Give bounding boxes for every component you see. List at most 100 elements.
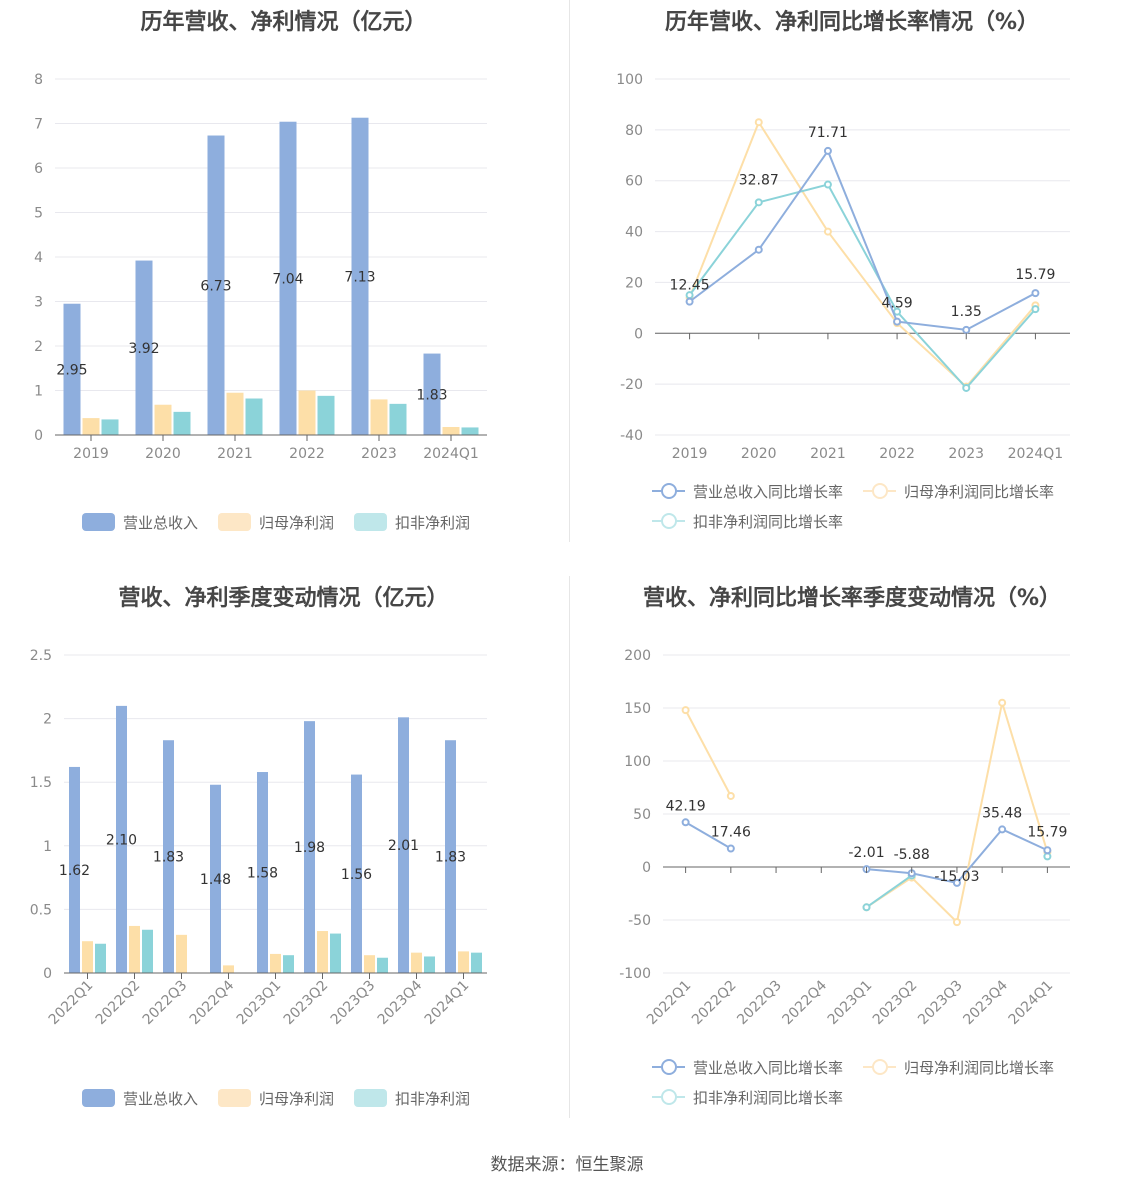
chart-legend: 营业总收入 归母净利润 扣非净利润 bbox=[82, 1083, 490, 1113]
y-tick-label: 150 bbox=[624, 701, 651, 717]
annual-growth-panel: 历年营收、净利同比增长率情况（%） -40 -20 0 20 40 60 80 100 12.4… bbox=[570, 0, 1134, 560]
y-tick-label: 2 bbox=[34, 339, 43, 355]
y-tick-label: 20 bbox=[625, 275, 643, 291]
bar bbox=[82, 941, 93, 973]
data-label: 1.56 bbox=[341, 867, 372, 883]
y-tick-label: 2 bbox=[43, 712, 52, 728]
series-point bbox=[1031, 305, 1040, 314]
legend-item-net-profit[interactable]: 归母净利润 bbox=[218, 507, 334, 537]
y-tick-label: 60 bbox=[625, 174, 643, 190]
bar bbox=[330, 933, 341, 973]
data-label: 2.01 bbox=[388, 838, 419, 854]
bar bbox=[95, 943, 106, 973]
legend-label: 扣非净利润 bbox=[395, 1089, 471, 1108]
y-tick-label: -20 bbox=[620, 377, 643, 393]
bar bbox=[389, 403, 407, 435]
x-tick-label: 2022Q2 bbox=[689, 978, 740, 1029]
y-tick-label: 80 bbox=[625, 123, 643, 139]
legend-item-revenue-growth[interactable]: 营业总收入同比增长率 bbox=[652, 1052, 843, 1082]
x-tick-label: 2022 bbox=[289, 446, 325, 462]
legend-swatch bbox=[218, 1089, 252, 1107]
legend-item-deducted-profit[interactable]: 扣非净利润 bbox=[354, 1083, 470, 1113]
legend-swatch bbox=[82, 1089, 115, 1107]
legend-item-revenue[interactable]: 营业总收入 bbox=[82, 1083, 198, 1113]
vertical-divider-bottom bbox=[569, 576, 570, 1118]
series-point bbox=[998, 825, 1007, 834]
x-tick-label: 2023Q4 bbox=[960, 977, 1011, 1028]
y-tick-label: 50 bbox=[633, 807, 651, 823]
series-point bbox=[1043, 846, 1052, 855]
legend-swatch bbox=[652, 512, 685, 530]
legend-item-revenue-growth[interactable]: 营业总收入同比增长率 bbox=[652, 476, 843, 506]
bar bbox=[69, 766, 80, 973]
y-tick-label: 200 bbox=[624, 648, 651, 664]
data-label: 12.45 bbox=[670, 278, 710, 294]
y-tick-label: 6 bbox=[34, 161, 43, 177]
x-tick-label: 2021 bbox=[810, 446, 846, 462]
y-tick-label: -40 bbox=[620, 428, 643, 444]
legend-item-revenue[interactable]: 营业总收入 bbox=[82, 507, 198, 537]
data-label: 7.13 bbox=[344, 269, 375, 285]
chart-legend: 营业总收入 归母净利润 扣非净利润 bbox=[82, 507, 490, 537]
legend-label: 扣非净利润 bbox=[395, 513, 471, 532]
series-point bbox=[952, 918, 961, 927]
legend-item-net-profit[interactable]: 归母净利润 bbox=[218, 1083, 334, 1113]
series-line bbox=[688, 148, 1036, 331]
quarterly-amount-chart: 0 0.5 1 1.5 2 2.5 1.62 2.10 1.83 1.48 1.58 1.98 1.56… bbox=[30, 648, 487, 1029]
legend-label: 营业总收入 bbox=[123, 1089, 199, 1108]
x-tick-label: 2019 bbox=[73, 446, 109, 462]
bar bbox=[461, 427, 479, 435]
legend-item-net-profit-growth[interactable]: 归母净利润同比增长率 bbox=[863, 476, 1054, 506]
chart-legend: 营业总收入同比增长率 归母净利润同比增长率 扣非净利润同比增长率 bbox=[652, 476, 1122, 536]
legend-label: 扣非净利润同比增长率 bbox=[693, 1088, 844, 1107]
legend-label: 归母净利润同比增长率 bbox=[904, 1058, 1055, 1077]
x-tick-label: 2024Q1 bbox=[1006, 978, 1057, 1029]
data-label: 4.59 bbox=[881, 296, 912, 312]
chart-legend: 营业总收入同比增长率 归母净利润同比增长率 扣非净利润同比增长率 bbox=[652, 1052, 1122, 1112]
chart-title: 营收、净利季度变动情况（亿元） bbox=[118, 586, 449, 611]
quarterly-amount-panel: 营收、净利季度变动情况（亿元） 0 0.5 1 1.5 2 2.5 1.62 2.10 1.83… bbox=[0, 576, 567, 1136]
legend-swatch bbox=[218, 513, 252, 531]
y-tick-label: 0.5 bbox=[30, 902, 52, 918]
data-label: 35.48 bbox=[982, 805, 1022, 821]
series-line bbox=[688, 120, 1037, 389]
data-label: 2.10 bbox=[106, 832, 137, 848]
x-tick-label: 2023Q2 bbox=[281, 978, 332, 1029]
data-label: 3.92 bbox=[128, 341, 159, 357]
series-point bbox=[726, 791, 735, 800]
legend-item-net-profit-growth[interactable]: 归母净利润同比增长率 bbox=[863, 1052, 1054, 1082]
bar bbox=[154, 404, 172, 435]
legend-item-deducted-profit-growth[interactable]: 扣非净利润同比增长率 bbox=[652, 506, 843, 536]
x-tick-label: 2024Q1 bbox=[1008, 446, 1064, 462]
bar bbox=[458, 951, 469, 973]
series-point bbox=[823, 227, 832, 236]
data-label: 1.48 bbox=[200, 872, 231, 888]
data-label: 2.95 bbox=[56, 362, 87, 378]
bar bbox=[445, 740, 456, 973]
x-tick-label: 2019 bbox=[672, 446, 708, 462]
annual-growth-chart: -40 -20 0 20 40 60 80 100 12.45 32.87 71.71 4.59 1.3… bbox=[616, 72, 1070, 462]
x-tick-label: 2021 bbox=[217, 446, 253, 462]
x-tick-label: 2020 bbox=[145, 446, 181, 462]
x-tick-label: 2022Q3 bbox=[140, 978, 191, 1029]
bar bbox=[176, 934, 187, 973]
series-point bbox=[998, 698, 1007, 707]
bar bbox=[173, 411, 191, 435]
bar bbox=[142, 929, 153, 973]
y-tick-label: 1 bbox=[34, 384, 43, 400]
y-tick-label: 7 bbox=[34, 117, 43, 133]
y-tick-label: 2.5 bbox=[30, 648, 52, 664]
legend-item-deducted-profit[interactable]: 扣非净利润 bbox=[354, 507, 470, 537]
legend-item-deducted-profit-growth[interactable]: 扣非净利润同比增长率 bbox=[652, 1082, 843, 1112]
x-tick-label: 2022Q4 bbox=[187, 977, 238, 1028]
chart-title: 历年营收、净利情况（亿元） bbox=[140, 10, 427, 35]
quarterly-growth-chart: -100 -50 0 50 100 150 200 42.19 17.46 -2.01 -5.88-… bbox=[619, 648, 1070, 1029]
data-label: 1.98 bbox=[294, 840, 325, 856]
chart-title: 历年营收、净利同比增长率情况（%） bbox=[664, 10, 1040, 35]
data-label: 32.87 bbox=[739, 173, 779, 189]
bar bbox=[471, 952, 482, 973]
legend-swatch bbox=[354, 513, 388, 531]
series-point bbox=[962, 383, 971, 392]
data-label: 1.35 bbox=[951, 304, 982, 320]
y-tick-label: 100 bbox=[624, 754, 651, 770]
